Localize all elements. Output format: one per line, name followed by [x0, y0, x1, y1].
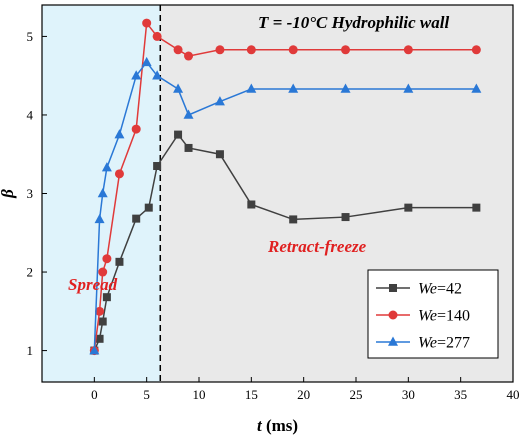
- data-point: [288, 45, 298, 55]
- legend-label-value: =277: [437, 335, 470, 352]
- series-layer: [89, 18, 482, 356]
- retract-freeze-region-label: Retract-freeze: [267, 237, 367, 256]
- data-point: [98, 317, 107, 326]
- data-point: [214, 96, 225, 106]
- data-point: [184, 143, 193, 152]
- data-point: [173, 45, 183, 55]
- series-line: [93, 61, 477, 351]
- x-tick-label: 40: [507, 387, 520, 402]
- data-point: [341, 213, 350, 222]
- legend-label-value: =42: [437, 281, 462, 298]
- legend-label: We=140: [418, 308, 470, 325]
- data-point: [89, 345, 100, 355]
- legend-marker: [388, 336, 398, 346]
- data-point: [131, 124, 141, 134]
- x-tick-label: 20: [297, 387, 310, 402]
- data-point: [153, 162, 162, 171]
- x-tick-label: 5: [143, 387, 150, 402]
- data-point: [471, 45, 481, 55]
- data-point: [102, 254, 112, 264]
- data-point: [132, 214, 141, 223]
- data-point: [472, 203, 481, 212]
- data-point: [173, 83, 184, 93]
- data-point: [215, 45, 225, 55]
- data-point: [97, 188, 108, 198]
- x-axis-title: t (ms): [257, 416, 298, 435]
- data-point: [403, 83, 414, 93]
- y-tick-label: 1: [27, 343, 34, 358]
- legend-label-value: =140: [437, 308, 470, 325]
- axis-layer: 0 5 10 15 20 25 30 35 40 1 2 3 4 5: [27, 29, 520, 402]
- condition-annotation: T = -10°C Hydrophilic wall: [258, 13, 449, 32]
- x-tick-label: 25: [350, 387, 363, 402]
- data-point: [131, 70, 142, 80]
- legend-marker: [389, 284, 397, 292]
- legend-label-variable: We: [418, 335, 437, 352]
- data-point: [102, 293, 111, 302]
- legend-label: We=277: [418, 335, 470, 352]
- series-we-42: [90, 130, 481, 355]
- legend-label-variable: We: [418, 281, 437, 298]
- data-point: [341, 45, 351, 55]
- x-tick-label: 15: [245, 387, 258, 402]
- x-tick-label: 30: [402, 387, 415, 402]
- y-tick-label: 5: [27, 29, 34, 44]
- x-tick-label: 10: [193, 387, 206, 402]
- data-point: [114, 129, 125, 139]
- data-point: [142, 18, 152, 28]
- data-point: [98, 267, 108, 277]
- series-we-277: [89, 56, 482, 355]
- data-point: [288, 83, 299, 93]
- x-tick-label: 35: [454, 387, 467, 402]
- legend-label-variable: We: [418, 308, 437, 325]
- x-tick-label: 0: [91, 387, 98, 402]
- data-point: [144, 203, 153, 212]
- data-point: [247, 200, 256, 209]
- data-point: [141, 56, 152, 67]
- legend-item: We=42: [376, 281, 462, 298]
- data-point: [471, 83, 482, 93]
- data-point: [115, 257, 124, 266]
- series-line: [93, 133, 477, 351]
- data-point: [289, 215, 298, 224]
- data-point: [403, 45, 413, 55]
- y-tick-label: 3: [27, 186, 34, 201]
- series-we-140: [89, 18, 481, 356]
- series-line: [93, 21, 477, 351]
- data-point: [246, 83, 257, 93]
- data-point: [184, 51, 194, 61]
- data-point: [95, 306, 105, 316]
- data-point: [404, 203, 413, 212]
- legend-marker: [388, 310, 398, 320]
- y-tick-label: 2: [27, 265, 34, 280]
- data-point: [246, 45, 256, 55]
- legend-item: We=277: [376, 335, 470, 352]
- legend-item: We=140: [376, 308, 470, 325]
- x-axis-unit: (ms): [262, 416, 298, 435]
- data-point: [101, 162, 112, 172]
- data-point: [340, 83, 351, 93]
- data-point: [94, 213, 105, 224]
- data-point: [215, 150, 224, 159]
- data-point: [183, 109, 194, 119]
- data-point: [152, 31, 162, 41]
- spread-region-label: Spread: [68, 275, 118, 294]
- y-tick-label: 4: [27, 107, 34, 122]
- x-axis-variable: t: [257, 416, 263, 435]
- data-point: [114, 169, 124, 179]
- data-point: [95, 334, 104, 343]
- data-point: [152, 70, 163, 80]
- data-point: [174, 130, 183, 139]
- y-axis-title: β: [0, 189, 17, 199]
- legend-label: We=42: [418, 281, 462, 298]
